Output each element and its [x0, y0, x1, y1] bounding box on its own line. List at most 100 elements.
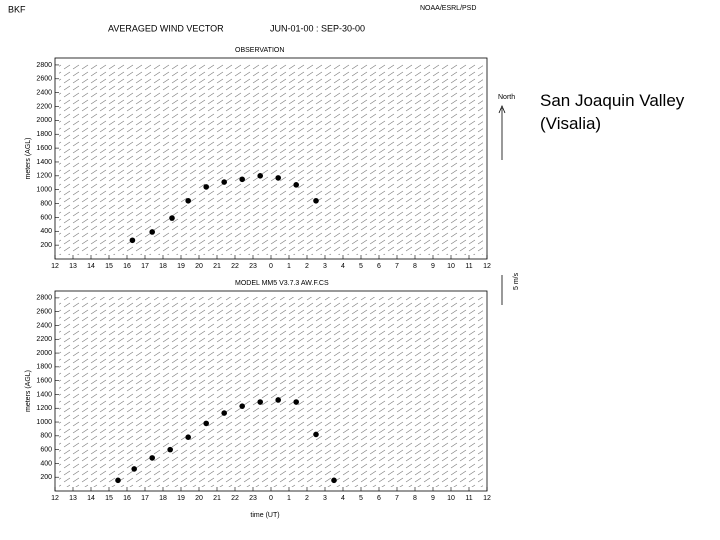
y-tick-label: 1000: [36, 187, 52, 194]
x-tick-label: 12: [51, 263, 59, 270]
x-tick-label: 21: [213, 495, 221, 502]
x-tick-label: 23: [249, 263, 257, 270]
x-tick-label: 5: [359, 263, 363, 270]
x-tick-label: 23: [249, 495, 257, 502]
y-tick-label: 200: [40, 474, 52, 481]
y-tick-label: 2600: [36, 76, 52, 83]
x-tick-label: 8: [413, 495, 417, 502]
bl-height-dot: [239, 176, 245, 183]
bl-height-dot: [331, 477, 337, 484]
y-tick-label: 400: [40, 228, 52, 235]
x-tick-label: 6: [377, 263, 381, 270]
x-tick-label: 15: [105, 495, 113, 502]
bl-height-dot: [313, 197, 319, 204]
y-axis-label: meters (AGL): [25, 137, 32, 179]
x-tick-label: 21: [213, 263, 221, 270]
station: BKF: [8, 4, 26, 14]
wind-vectors: [59, 64, 483, 255]
bl-height-dot: [257, 399, 264, 405]
x-tick-label: 9: [431, 263, 435, 270]
y-tick-label: 1400: [36, 391, 52, 398]
y-tick-label: 600: [40, 446, 52, 453]
x-tick-label: 16: [123, 495, 131, 502]
y-tick-label: 400: [40, 460, 52, 467]
x-tick-label: 13: [69, 263, 77, 270]
x-tick-label: 14: [87, 495, 95, 502]
bl-height-dot: [169, 215, 175, 221]
y-tick-label: 600: [40, 214, 52, 221]
x-tick-label: 10: [447, 263, 455, 270]
x-tick-label: 19: [177, 495, 185, 502]
x-tick-label: 0: [269, 263, 273, 270]
y-axis-label: meters (AGL): [25, 370, 32, 412]
x-tick-label: 12: [483, 495, 491, 502]
x-tick-label: 10: [447, 495, 455, 502]
bl-height-dot: [293, 399, 300, 405]
y-tick-label: 2000: [36, 350, 52, 357]
y-tick-label: 2800: [36, 295, 52, 302]
x-tick-label: 4: [341, 263, 345, 270]
x-tick-label: 12: [483, 263, 491, 270]
x-tick-label: 15: [105, 263, 113, 270]
panel-title: MODEL MM5 V3.7.3 AW.F.CS: [235, 280, 329, 287]
y-tick-label: 2600: [36, 309, 52, 316]
y-tick-label: 1600: [36, 377, 52, 384]
bl-height-dot: [203, 184, 209, 190]
y-tick-label: 2000: [36, 117, 52, 124]
bl-height-dot: [149, 229, 155, 235]
y-tick-label: 2400: [36, 322, 52, 329]
y-tick-label: 2200: [36, 103, 52, 110]
bl-height-dot: [239, 403, 245, 409]
caption: (Visalia): [540, 114, 601, 133]
y-tick-label: 2400: [36, 89, 52, 96]
y-tick-label: 800: [40, 200, 52, 207]
x-tick-label: 6: [377, 495, 381, 502]
x-axis-label: time (UT): [250, 512, 279, 519]
plot-title: AVERAGED WIND VECTOR: [108, 23, 224, 33]
bl-height-dot: [129, 237, 136, 244]
x-tick-label: 18: [159, 495, 167, 502]
y-tick-label: 1000: [36, 419, 52, 426]
x-tick-label: 12: [51, 495, 59, 502]
bl-height-dot: [275, 175, 282, 181]
wind-vectors: [59, 297, 483, 487]
x-tick-label: 7: [395, 263, 399, 270]
y-tick-label: 1200: [36, 405, 52, 412]
period: JUN-01-00 : SEP-30-00: [270, 23, 365, 33]
scale-label: 5 m/s: [513, 272, 520, 290]
x-tick-label: 0: [269, 495, 273, 502]
bl-height-dot: [131, 466, 137, 472]
x-tick-label: 18: [159, 263, 167, 270]
x-tick-label: 5: [359, 495, 363, 502]
x-tick-label: 8: [413, 263, 417, 270]
y-tick-label: 1800: [36, 131, 52, 138]
bl-height-dot: [185, 197, 191, 204]
x-tick-label: 3: [323, 495, 327, 502]
bl-height-dot: [221, 410, 227, 416]
x-tick-label: 4: [341, 495, 345, 502]
bl-height-dot: [293, 182, 300, 188]
bl-height-dot: [185, 434, 191, 441]
y-tick-label: 1600: [36, 145, 52, 152]
bl-height-dot: [221, 179, 227, 185]
y-tick-label: 1800: [36, 364, 52, 371]
bl-height-dot: [275, 397, 282, 403]
caption: San Joaquin Valley: [540, 91, 685, 110]
bl-height-dot: [167, 446, 173, 453]
x-tick-label: 2: [305, 495, 309, 502]
panel-title: OBSERVATION: [235, 47, 284, 54]
x-tick-label: 20: [195, 495, 203, 502]
north-label: North: [498, 94, 515, 101]
x-tick-label: 17: [141, 263, 149, 270]
x-tick-label: 9: [431, 495, 435, 502]
x-tick-label: 20: [195, 263, 203, 270]
x-tick-label: 1: [287, 495, 291, 502]
north-arrowhead: [498, 104, 506, 114]
bl-height-dot: [203, 420, 209, 427]
bl-height-dot: [313, 431, 319, 438]
bl-height-dot: [257, 173, 264, 179]
bl-height-dot: [149, 455, 155, 461]
x-tick-label: 22: [231, 495, 239, 502]
y-tick-label: 800: [40, 433, 52, 440]
